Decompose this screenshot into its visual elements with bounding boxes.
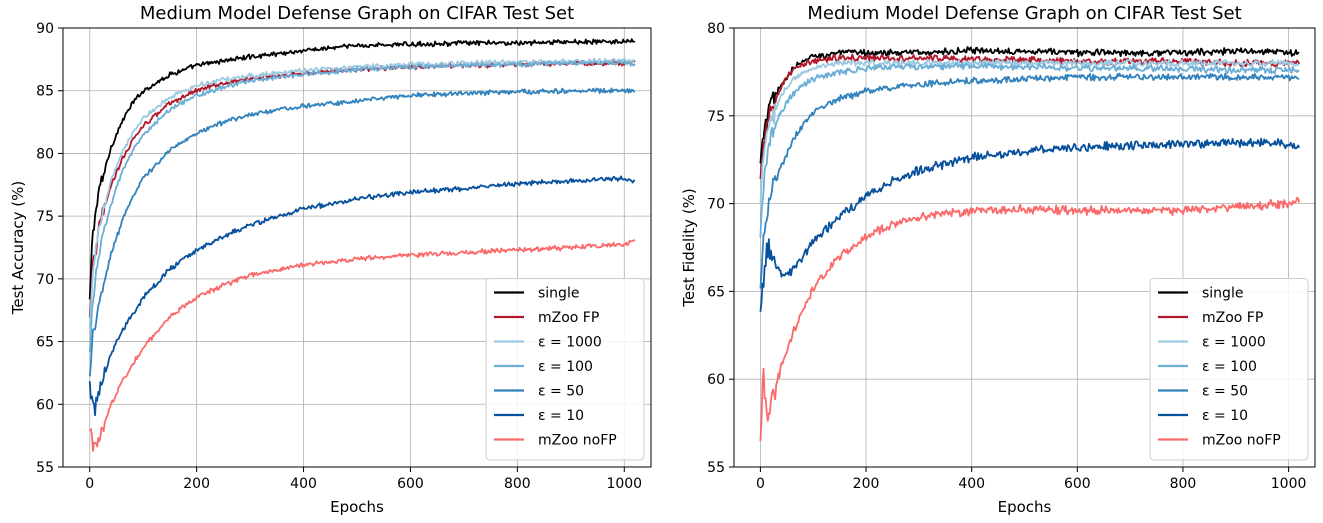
- x-tick-label: 1000: [606, 476, 642, 492]
- y-tick-label: 60: [707, 372, 725, 388]
- series-line: [759, 137, 1300, 312]
- legend-label: mZoo noFP: [1202, 433, 1281, 449]
- y-tick-label: 55: [707, 460, 725, 476]
- x-tick-label: 200: [183, 476, 210, 492]
- x-tick-label: 400: [958, 476, 985, 492]
- chart-title: Medium Model Defense Graph on CIFAR Test…: [140, 3, 574, 24]
- y-tick-label: 90: [36, 21, 54, 37]
- series-line: [759, 72, 1300, 289]
- y-tick-label: 65: [36, 335, 54, 351]
- x-tick-label: 800: [1170, 476, 1197, 492]
- legend-label: ε = 10: [1202, 408, 1248, 424]
- x-axis-label: Epochs: [998, 498, 1052, 516]
- y-tick-label: 70: [36, 272, 54, 288]
- y-tick-label: 70: [707, 197, 725, 213]
- x-tick-label: 200: [853, 476, 880, 492]
- series-line: [88, 59, 636, 353]
- y-tick-label: 80: [36, 146, 54, 162]
- x-tick-label: 400: [290, 476, 317, 492]
- x-tick-label: 600: [397, 476, 424, 492]
- series-line: [88, 239, 636, 452]
- legend-label: mZoo noFP: [538, 433, 617, 449]
- x-tick-label: 0: [85, 476, 94, 492]
- series-line: [759, 58, 1300, 205]
- series-line: [88, 38, 636, 300]
- legend-label: mZoo FP: [1202, 310, 1263, 326]
- series-lines-fidelity: [759, 46, 1301, 442]
- chart-test-fidelity: 0 200 400 600 800 1000 55 60 65 70 75 80 Epochs Test …: [680, 3, 1316, 516]
- chart-title: Medium Model Defense Graph on CIFAR Test…: [807, 3, 1241, 24]
- y-axis-label: Test Accuracy (%): [9, 181, 27, 316]
- legend-label: ε = 1000: [538, 335, 602, 351]
- series-line: [759, 196, 1301, 442]
- series-line: [88, 87, 636, 377]
- legend-label: single: [1202, 286, 1243, 302]
- legend-accuracy: single mZoo FP ε = 1000 ε = 100 ε = 50 ε = 10…: [485, 278, 645, 461]
- ticks-accuracy: 0 200 400 600 800 1000 55 60 65 70 75 80 85 90: [36, 21, 642, 492]
- chart-test-accuracy: 0 200 400 600 800 1000 55 60 65 70 75 80 85 90 Epochs T…: [9, 3, 652, 516]
- y-axis-label: Test Fidelity (%): [680, 188, 698, 308]
- x-axis-label: Epochs: [330, 498, 384, 516]
- series-line: [759, 62, 1300, 238]
- legend-label: ε = 1000: [1202, 335, 1266, 351]
- legend-fidelity: single mZoo FP ε = 1000 ε = 100 ε = 50 ε = 10…: [1149, 278, 1309, 461]
- y-tick-label: 75: [36, 209, 54, 225]
- x-tick-label: 600: [1064, 476, 1091, 492]
- ticks-fidelity: 0 200 400 600 800 1000 55 60 65 70 75 80: [707, 21, 1306, 492]
- legend-label: ε = 100: [1202, 359, 1257, 375]
- legend-label: ε = 50: [538, 384, 584, 400]
- legend-label: ε = 50: [1202, 384, 1248, 400]
- legend-box: [1149, 278, 1309, 461]
- series-line: [759, 46, 1300, 164]
- y-tick-label: 65: [707, 284, 725, 300]
- series-lines-accuracy: [88, 38, 636, 452]
- legend-label: mZoo FP: [538, 310, 599, 326]
- x-tick-label: 0: [756, 476, 765, 492]
- y-tick-label: 85: [36, 84, 54, 100]
- x-tick-label: 800: [504, 476, 531, 492]
- legend-label: ε = 100: [538, 359, 593, 375]
- y-tick-label: 55: [36, 460, 54, 476]
- series-line: [88, 175, 636, 417]
- y-tick-label: 75: [707, 109, 725, 125]
- x-tick-label: 1000: [1271, 476, 1307, 492]
- series-line: [759, 53, 1300, 180]
- y-tick-label: 80: [707, 21, 725, 37]
- legend-label: single: [538, 286, 579, 302]
- legend-label: ε = 10: [538, 408, 584, 424]
- plot-frame: [62, 27, 652, 468]
- y-tick-label: 60: [36, 397, 54, 413]
- plot-frame: [733, 27, 1316, 468]
- legend-box: [485, 278, 645, 461]
